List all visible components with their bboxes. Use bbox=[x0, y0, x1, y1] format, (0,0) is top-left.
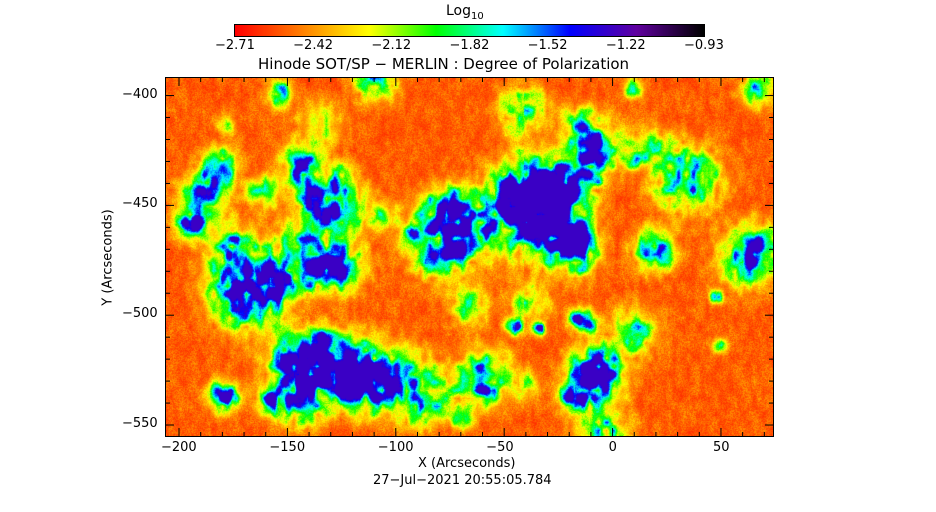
colorbar-label-base: Log bbox=[446, 3, 472, 19]
x-tick-label: −150 bbox=[269, 440, 306, 455]
y-axis-label: Y (Arcseconds) bbox=[100, 209, 116, 306]
colorbar-label: Log10 bbox=[446, 3, 484, 22]
x-axis-label: X (Arcseconds) bbox=[418, 456, 516, 471]
y-tick-label: −500 bbox=[122, 306, 158, 322]
chart-title: Hinode SOT/SP − MERLIN : Degree of Polar… bbox=[258, 55, 630, 73]
colorbar-tick-label: −1.22 bbox=[605, 38, 646, 53]
colorbar-tick-label: −2.12 bbox=[371, 38, 412, 53]
colorbar-label-subscript: 10 bbox=[471, 10, 484, 22]
heatmap-image bbox=[166, 78, 773, 436]
x-tick-label: 0 bbox=[608, 440, 617, 455]
x-tick-label: −200 bbox=[161, 440, 197, 455]
y-tick-label: −550 bbox=[122, 416, 158, 432]
y-tick-label: −400 bbox=[122, 86, 158, 102]
timestamp: 27−Jul−2021 20:55:05.784 bbox=[373, 473, 552, 488]
colorbar-gradient bbox=[235, 25, 704, 36]
x-tick-label: −100 bbox=[377, 440, 414, 455]
y-tick-label: −450 bbox=[122, 196, 158, 212]
colorbar-tick-label: −0.93 bbox=[684, 38, 724, 53]
colorbar-tick-label: −1.82 bbox=[449, 38, 490, 53]
colorbar bbox=[234, 24, 705, 37]
colorbar-tick-label: −1.52 bbox=[527, 38, 568, 53]
colorbar-tick-label: −2.42 bbox=[293, 38, 333, 53]
colorbar-tick-label: −2.71 bbox=[215, 38, 255, 53]
x-tick-label: −50 bbox=[486, 440, 514, 455]
x-tick-label: 50 bbox=[712, 440, 730, 455]
heatmap-plot bbox=[165, 77, 774, 437]
